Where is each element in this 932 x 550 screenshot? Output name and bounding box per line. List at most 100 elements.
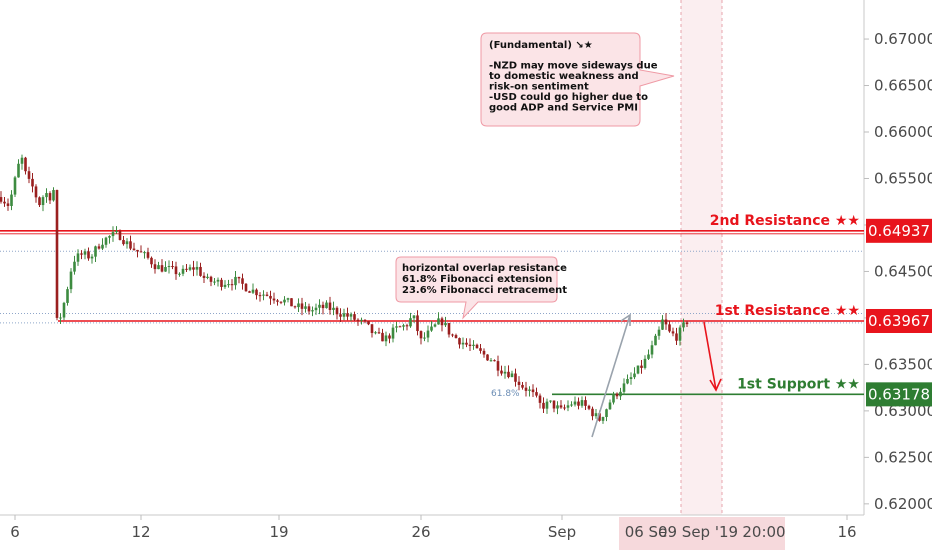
x-highlight-label: 09 Sep '19: [658, 523, 738, 541]
candle-body: [339, 314, 342, 317]
candle-body: [559, 405, 563, 408]
candle-body: [661, 319, 664, 330]
candle-body: [479, 348, 482, 351]
candle-body: [552, 400, 556, 409]
candle-body: [325, 302, 328, 309]
price-badge-value: 0.63967: [868, 312, 930, 330]
candle-body: [475, 344, 479, 349]
candle-body: [150, 257, 153, 265]
candle-body: [650, 345, 654, 355]
candle-body: [671, 331, 675, 334]
candle-body: [451, 334, 454, 336]
candle-body: [160, 265, 164, 272]
candle-body: [178, 273, 181, 275]
price-badge: [866, 218, 932, 243]
candle-body: [626, 379, 629, 384]
candle-body: [314, 307, 318, 311]
candle-body: [409, 318, 412, 327]
candle-body: [367, 321, 370, 325]
candle-body: [143, 252, 146, 254]
price-badge-value: 0.64937: [868, 222, 930, 240]
candle-body: [507, 371, 510, 378]
candle-body: [167, 266, 171, 268]
price-badge: [866, 308, 932, 333]
candle-body: [318, 304, 321, 308]
candle-body: [69, 271, 73, 290]
candle-body: [500, 370, 503, 374]
candle-body: [619, 391, 622, 397]
candle-body: [199, 266, 202, 276]
price-levels: 2nd Resistance ★★ 1st Resistance ★★ 1st Su…: [0, 213, 864, 396]
y-tick-label: 0.62500: [874, 448, 932, 466]
candle-body: [654, 335, 657, 346]
candle-body: [122, 239, 125, 245]
candle-body: [41, 197, 45, 206]
candle-body: [482, 350, 486, 355]
candle-body: [563, 407, 566, 409]
candle-body: [454, 335, 458, 339]
candle-body: [220, 279, 223, 287]
y-tick-label: 0.63500: [874, 355, 932, 373]
candle-body: [440, 318, 444, 326]
candle-body: [587, 405, 591, 409]
candle-body: [601, 417, 605, 421]
candle-body: [90, 256, 94, 259]
candle-body: [605, 409, 608, 418]
candle-body: [311, 310, 314, 312]
fundamental-callout-line: -NZD may move sideways due: [489, 61, 658, 72]
technical-callout-line: horizontal overlap resistance: [402, 263, 567, 274]
projection-arrow-head: [620, 313, 631, 326]
fundamental-callout-line: (Fundamental) ↘★: [489, 40, 593, 51]
level-label: 1st Support ★★: [737, 376, 860, 392]
candle-body: [342, 313, 346, 317]
candle-body: [227, 284, 230, 286]
down-arrow-line: [703, 321, 717, 391]
x-highlight-label: 06 Se: [625, 523, 668, 541]
x-tick-label: 12: [131, 523, 150, 541]
candle-body: [360, 319, 363, 321]
y-tick-label: 0.67000: [874, 30, 932, 48]
candle-body: [486, 354, 489, 361]
candle-body: [244, 283, 248, 292]
level-label: 1st Resistance ★★: [715, 303, 860, 319]
candle-body: [444, 323, 447, 326]
y-tick-label: 0.62000: [874, 495, 932, 513]
candle-body: [125, 241, 129, 245]
time-highlight-band: [681, 0, 722, 515]
candle-body: [398, 326, 402, 328]
candle-body: [241, 278, 244, 284]
candle-body: [629, 377, 633, 380]
price-badges: 0.64937 0.63967 0.63178: [866, 218, 932, 407]
candle-body: [353, 314, 356, 320]
candle-body: [174, 266, 178, 275]
candle-body: [510, 373, 514, 378]
candle-body: [136, 249, 139, 252]
candle-body: [395, 326, 398, 328]
candle-body: [258, 295, 262, 297]
fundamental-callout-line: good ADP and Service PMI: [489, 103, 638, 114]
candle-body: [426, 330, 430, 338]
candle-body: [391, 327, 395, 339]
fundamental-callout-line: to domestic weakness and: [489, 71, 639, 82]
candle-body: [230, 284, 234, 286]
candle-body: [293, 306, 297, 308]
candle-body: [262, 294, 265, 296]
candle-body: [192, 267, 195, 270]
candle-body: [279, 301, 283, 303]
candle-body: [528, 389, 531, 391]
candle-body: [237, 276, 241, 279]
candle-body: [157, 265, 160, 270]
fibonacci-label: 61.8%: [491, 389, 520, 399]
x-tick-label: 6: [10, 523, 20, 541]
candle-body: [164, 267, 167, 272]
x-tick-label: 26: [411, 523, 430, 541]
candle-body: [682, 322, 685, 328]
projection-arrow-line: [591, 314, 631, 438]
candle-body: [139, 251, 143, 253]
candle-body: [416, 315, 419, 332]
candle-body: [328, 302, 332, 310]
candle-body: [118, 231, 122, 240]
candle-body: [580, 400, 584, 406]
candle-body: [370, 324, 374, 334]
